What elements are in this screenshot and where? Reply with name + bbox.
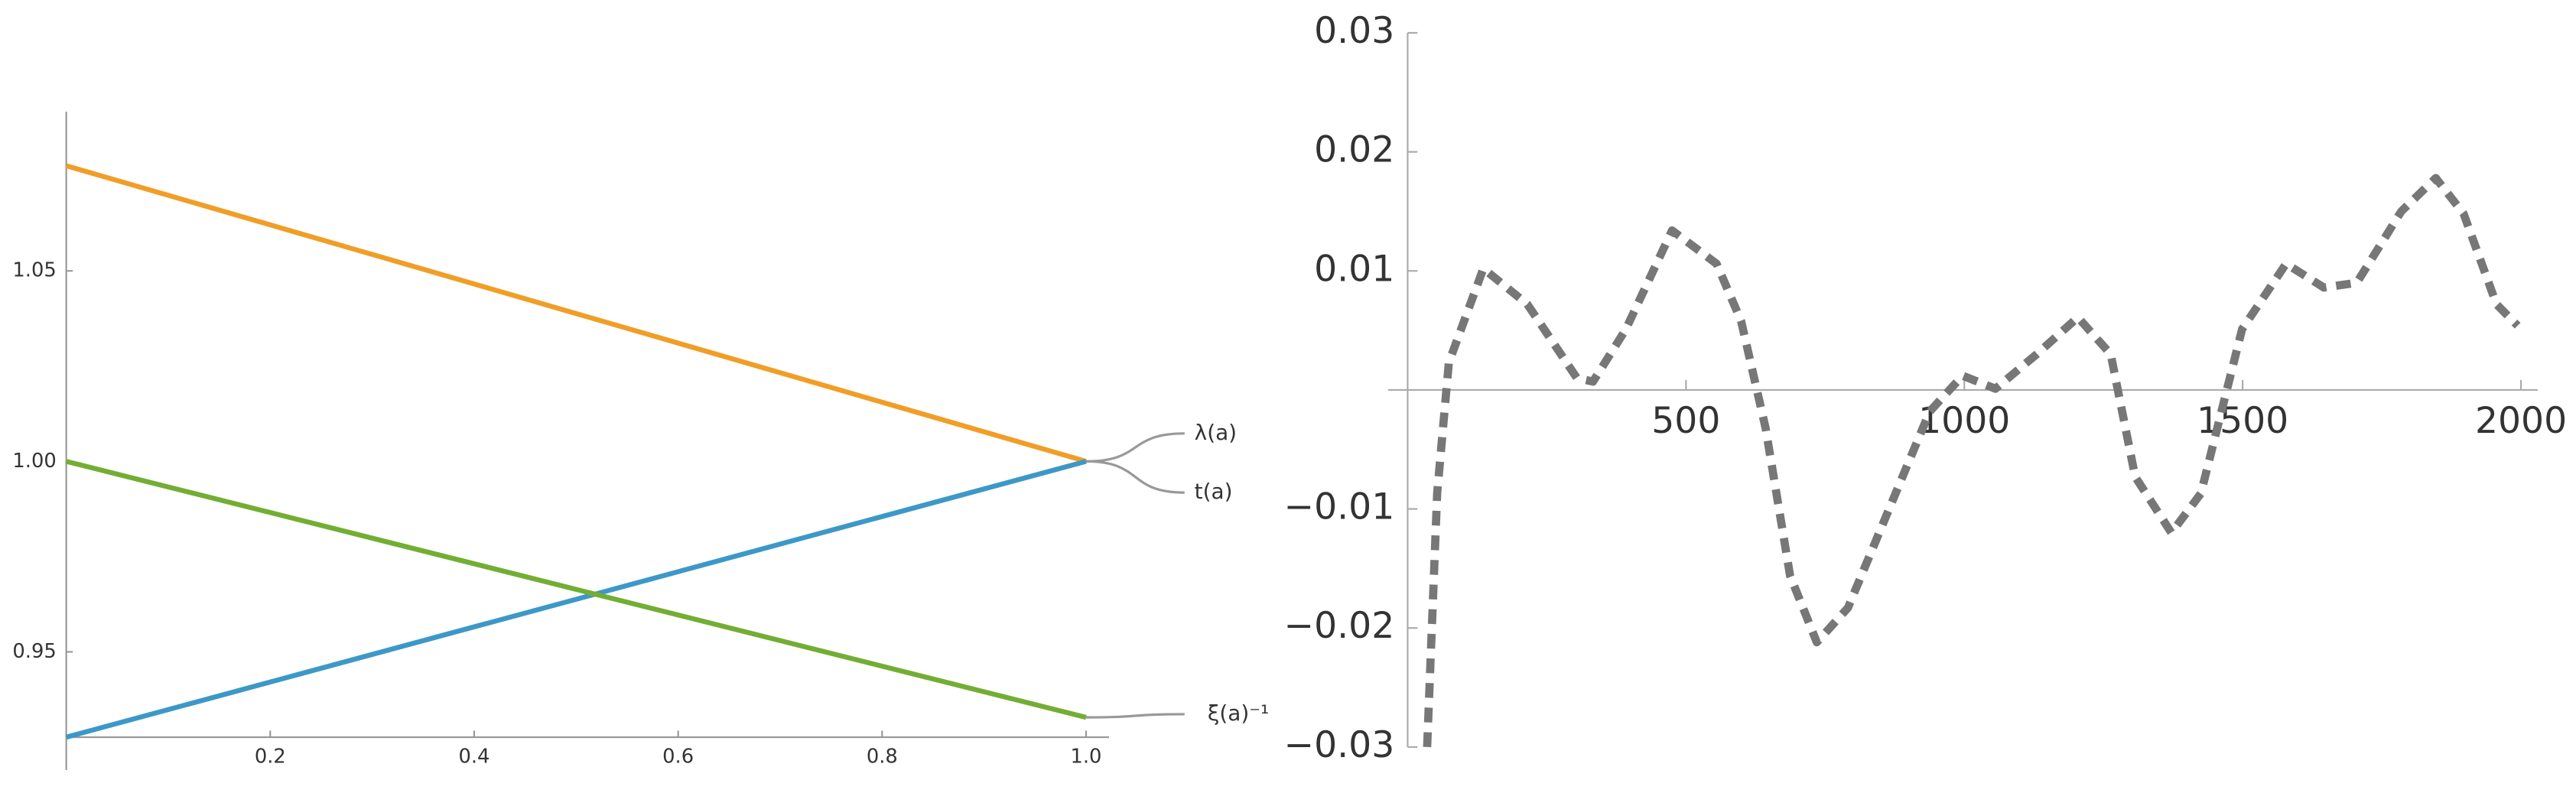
x-tick-label: 0.4 xyxy=(458,745,490,768)
y-tick-label: 1.05 xyxy=(12,259,56,282)
x-tick-label: 0.2 xyxy=(255,745,286,768)
leader-line xyxy=(1085,432,1185,463)
x-tick-label: 2000 xyxy=(2475,400,2567,442)
series-line xyxy=(65,459,1087,720)
x-tick-label: 500 xyxy=(1651,400,1720,442)
series-label: t(a) xyxy=(1195,479,1233,504)
y-tick-label: 0.03 xyxy=(1314,10,1394,52)
y-tick-label: 1.00 xyxy=(12,450,56,473)
leader-line xyxy=(1085,713,1185,719)
x-tick-label: 0.8 xyxy=(867,745,898,768)
series-label: λ(a) xyxy=(1195,420,1237,445)
y-tick-label: 0.01 xyxy=(1314,248,1394,290)
chart: 0.2 0.4 0.6 0.8 1.0 0.95 1.00 1.05 λ(a) t(a) ξ(a)⁻… xyxy=(12,111,1269,770)
y-tick-label: −0.03 xyxy=(1284,724,1395,766)
series-line xyxy=(1423,174,2521,748)
x-tick-label: 1.0 xyxy=(1071,745,1102,768)
series-line xyxy=(65,163,1087,464)
x-tick-label: 0.6 xyxy=(662,745,694,768)
y-tick-label: −0.02 xyxy=(1284,605,1395,647)
series-label: ξ(a)⁻¹ xyxy=(1208,700,1269,726)
y-tick-label: −0.01 xyxy=(1284,486,1395,528)
y-tick-label: 0.95 xyxy=(12,640,56,663)
y-tick-label: 0.02 xyxy=(1314,129,1394,171)
leader-line xyxy=(1085,460,1185,494)
x-tick-label: 1500 xyxy=(2197,400,2288,442)
chart: 500 1000 1500 2000−0.03−0.02−0.010.010.020.… xyxy=(1284,10,2568,766)
series-line xyxy=(65,459,1087,740)
